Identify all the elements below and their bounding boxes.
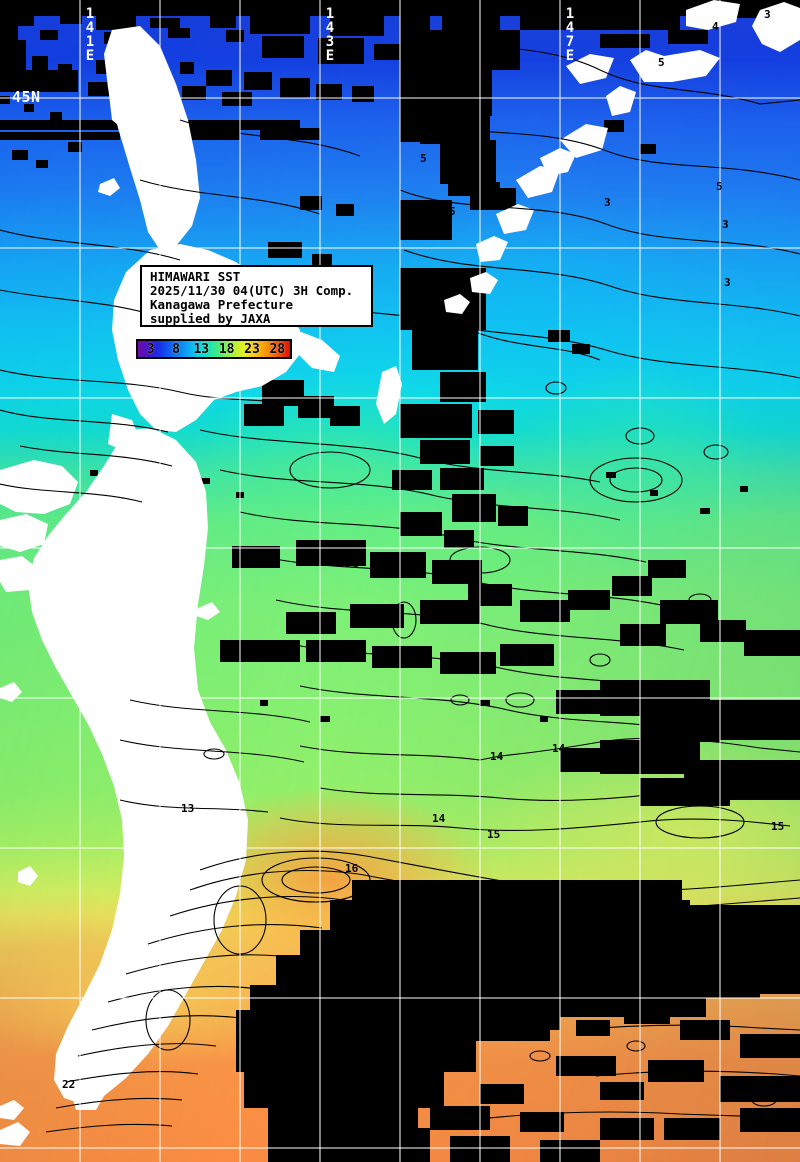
colorbar-tick: 23 [244,341,260,357]
colorbar-tick: 18 [218,341,235,357]
sst-colorbar: 3 8 13 18 23 28 [136,339,292,359]
longitude-label-143e: 143E [322,6,338,62]
contour-label: 14 [432,812,446,825]
contour-label: 3 [722,218,729,231]
contour-label: 3 [604,196,611,209]
contour-label: 13 [181,802,195,815]
contour-label: 5 [716,180,723,193]
contour-label: 14 [490,750,504,763]
contour-label: 5 [449,205,456,218]
contour-label: 15 [771,820,785,833]
product-info-box: HIMAWARI SST 2025/11/30 04(UTC) 3H Comp.… [140,265,373,327]
colorbar-tick: 3 [146,341,155,357]
contour-label: 16 [345,862,359,875]
colorbar-tick: 28 [269,341,286,357]
contour-label: 22 [62,1078,76,1091]
colorbar-tick: 8 [172,341,180,357]
colorbar-ticks: 3 8 13 18 23 28 [138,341,290,357]
contour-label: 3 [764,8,771,21]
product-datetime: 2025/11/30 04(UTC) 3H Comp. [150,283,354,298]
contour-label: 15 [487,828,501,841]
contour-label: 5 [658,56,665,69]
colorbar-tick: 13 [193,341,210,357]
longitude-label-141e: 141E [82,6,98,62]
latitude-label-45n: 45N [12,88,41,106]
contour-label: 5 [420,152,427,165]
longitude-label-147e: 147E [562,6,578,62]
product-credit: supplied by JAXA [150,311,271,326]
contour-label: 5 [446,320,453,333]
contour-label: 3 [724,276,731,289]
product-title: HIMAWARI SST [150,269,241,284]
product-region: Kanagawa Prefecture [150,297,293,312]
contour-label: 14 [552,742,566,755]
colorbar-gradient [138,341,290,357]
contour-label: 4 [712,20,719,33]
